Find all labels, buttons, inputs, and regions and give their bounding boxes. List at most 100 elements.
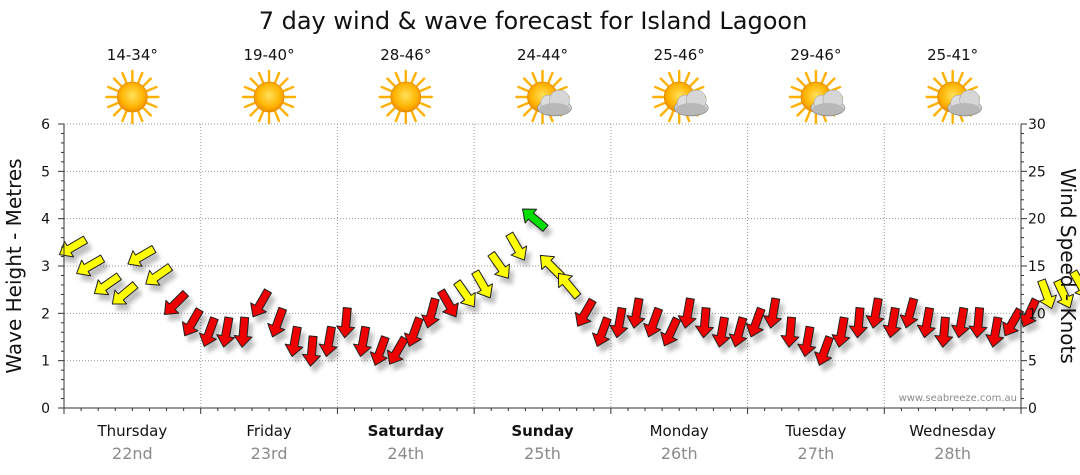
sun-disc (253, 81, 285, 113)
wind-arrow (318, 325, 338, 357)
sun-ray (257, 71, 265, 84)
wind-arrow (163, 289, 190, 316)
sun-ray (282, 101, 295, 109)
temperature-row: 14-34° 19-40° 28-46° 24-44° 25-46° 29-46° 25-4… (107, 46, 978, 64)
wind-arrow (284, 325, 304, 357)
sun-ray (796, 77, 806, 87)
wind-arrow (763, 297, 782, 329)
sun-cloud-icon (515, 69, 572, 125)
sun-ray (659, 107, 670, 117)
left-tick-label: 6 (41, 117, 50, 133)
wind-arrow (831, 316, 851, 348)
sun-ray (415, 77, 426, 87)
watermark-text: www.seabreeze.com.au (899, 393, 1017, 404)
temperature-label: 25-41° (927, 46, 978, 64)
day-name-label: Thursday (96, 422, 167, 440)
wind-arrow (522, 208, 549, 232)
sun-ray (653, 101, 666, 109)
wind-arrow (968, 307, 988, 339)
sun-icon (105, 69, 160, 125)
wind-arrows (59, 208, 1080, 367)
wind-arrow (797, 325, 817, 357)
wind-arrow (934, 316, 954, 348)
sun-ray (282, 85, 295, 93)
wind-arrow (899, 297, 919, 329)
sun-disc (390, 81, 422, 113)
sun-ray (531, 71, 538, 84)
day-name-label: Monday (650, 422, 709, 440)
temperature-label: 29-46° (790, 46, 841, 64)
sun-ray (796, 107, 806, 117)
day-name-label: Sunday (511, 422, 574, 440)
sun-ray (279, 77, 289, 87)
sun-ray (121, 110, 128, 123)
wind-arrow (882, 306, 902, 339)
sun-ray (145, 85, 158, 93)
sun-ray (112, 77, 123, 87)
sun-ray (552, 77, 563, 87)
sun-ray (386, 107, 396, 117)
cloud-shape (673, 89, 709, 117)
sun-ray (941, 110, 948, 123)
wind-arrow (487, 250, 510, 279)
day-date-label: 22nd (112, 444, 153, 463)
sun-ray (804, 71, 812, 84)
wind-arrow (127, 245, 157, 267)
right-tick-label: 25 (1028, 164, 1046, 180)
sun-ray (820, 71, 828, 84)
sun-ray (243, 85, 256, 93)
wind-arrow (557, 272, 582, 300)
sun-ray (112, 107, 123, 117)
cloud-part (812, 103, 843, 115)
sun-ray (522, 107, 533, 117)
wind-arrow (453, 279, 476, 308)
day-date-label: 23rd (251, 444, 288, 463)
wind-arrow (609, 306, 629, 339)
day-name-label: Friday (246, 422, 292, 440)
sun-cloud-icon (925, 69, 982, 125)
sun-ray (142, 107, 152, 117)
wind-arrow (267, 306, 287, 338)
day-date-label: 25th (524, 444, 561, 463)
cloud-part (949, 103, 980, 115)
sun-ray (386, 77, 396, 87)
temperature-label: 28-46° (380, 46, 431, 64)
wind-arrow (421, 297, 440, 329)
sun-ray (941, 71, 948, 84)
wind-arrow (505, 231, 528, 261)
wind-arrow (1002, 307, 1024, 337)
wind-arrow (574, 297, 597, 327)
left-tick-label: 3 (41, 259, 50, 275)
sun-ray (394, 71, 401, 84)
wind-arrow (250, 288, 272, 318)
sun-ray (522, 77, 533, 87)
sun-ray (257, 110, 265, 123)
wind-arrow (76, 254, 106, 277)
wind-arrow (865, 297, 885, 329)
sun-cloud-icon (652, 69, 709, 125)
day-name-label: Tuesday (784, 422, 846, 440)
wind-arrow (814, 335, 834, 366)
wind-arrow (694, 307, 714, 339)
cloud-shape (947, 89, 982, 117)
wind-arrow (386, 335, 409, 365)
right-tick-label: 30 (1028, 117, 1046, 133)
wind-arrow (369, 335, 390, 366)
day-date-label: 28th (934, 444, 971, 463)
sun-ray (826, 77, 836, 87)
sun-cloud-icon (788, 69, 846, 125)
sun-ray (531, 110, 538, 123)
sun-ray (145, 101, 158, 109)
sun-ray (547, 71, 554, 84)
wind-arrow (59, 235, 88, 258)
wind-arrow (233, 316, 253, 348)
wind-arrow (437, 288, 459, 318)
right-tick-label: 10 (1028, 306, 1046, 322)
wind-arrow (660, 316, 682, 347)
grid (64, 123, 1021, 408)
temperature-label: 24-44° (517, 46, 568, 64)
sun-ray (927, 85, 940, 93)
temperature-label: 25-46° (654, 46, 705, 64)
wind-arrow (336, 307, 356, 339)
right-tick-label: 15 (1028, 259, 1046, 275)
